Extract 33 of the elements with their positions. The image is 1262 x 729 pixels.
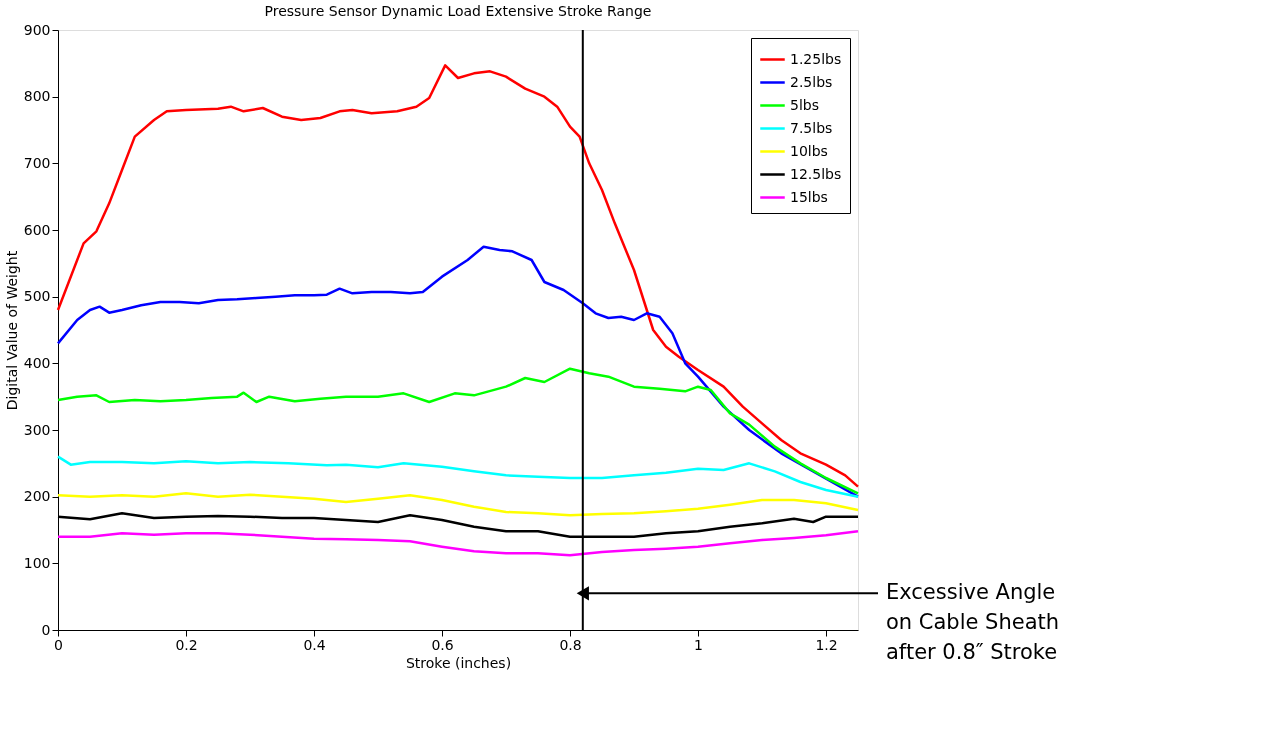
x-tick-label: 0.8	[559, 636, 582, 653]
legend-label: 10lbs	[790, 142, 828, 159]
legend-label: 5lbs	[790, 96, 819, 113]
y-tick-label: 0	[41, 621, 51, 638]
y-tick-label: 300	[23, 421, 51, 438]
legend-label: 7.5lbs	[790, 119, 833, 136]
legend-label: 1.25lbs	[790, 50, 842, 67]
y-tick-label: 600	[23, 221, 51, 238]
line-series	[56, 367, 860, 495]
x-tick-label: 0	[54, 636, 63, 653]
line-series	[56, 492, 860, 517]
y-tick-label: 100	[23, 554, 51, 571]
annotation: Excessive Angle on Cable Sheath after 0.8″ Stroke	[886, 580, 1060, 665]
x-tick-label: 0.4	[303, 636, 326, 653]
y-tick-label: 800	[23, 88, 51, 105]
legend-label: 15lbs	[790, 188, 828, 205]
legend-label: 12.5lbs	[790, 165, 842, 182]
line-series	[56, 455, 860, 498]
chart-title: Pressure Sensor Dynamic Load Extensive Stroke Range	[264, 3, 652, 19]
line-series	[56, 64, 860, 488]
y-tick-label: 900	[23, 21, 51, 38]
line-series	[56, 530, 860, 557]
x-tick-label: 1	[694, 636, 703, 653]
y-tick-label: 200	[23, 488, 51, 505]
y-tick-label: 700	[23, 154, 51, 171]
y-axis-title: Digital Value of Weight	[3, 250, 20, 411]
x-tick-label: 0.2	[175, 636, 198, 653]
y-tick-label: 400	[23, 354, 51, 371]
y-tick-label: 500	[23, 288, 51, 305]
x-tick-label: 0.6	[431, 636, 454, 653]
legend-label: 2.5lbs	[790, 73, 833, 90]
x-axis-title: Stroke (inches)	[405, 654, 512, 671]
x-tick-label: 1.2	[815, 636, 838, 653]
